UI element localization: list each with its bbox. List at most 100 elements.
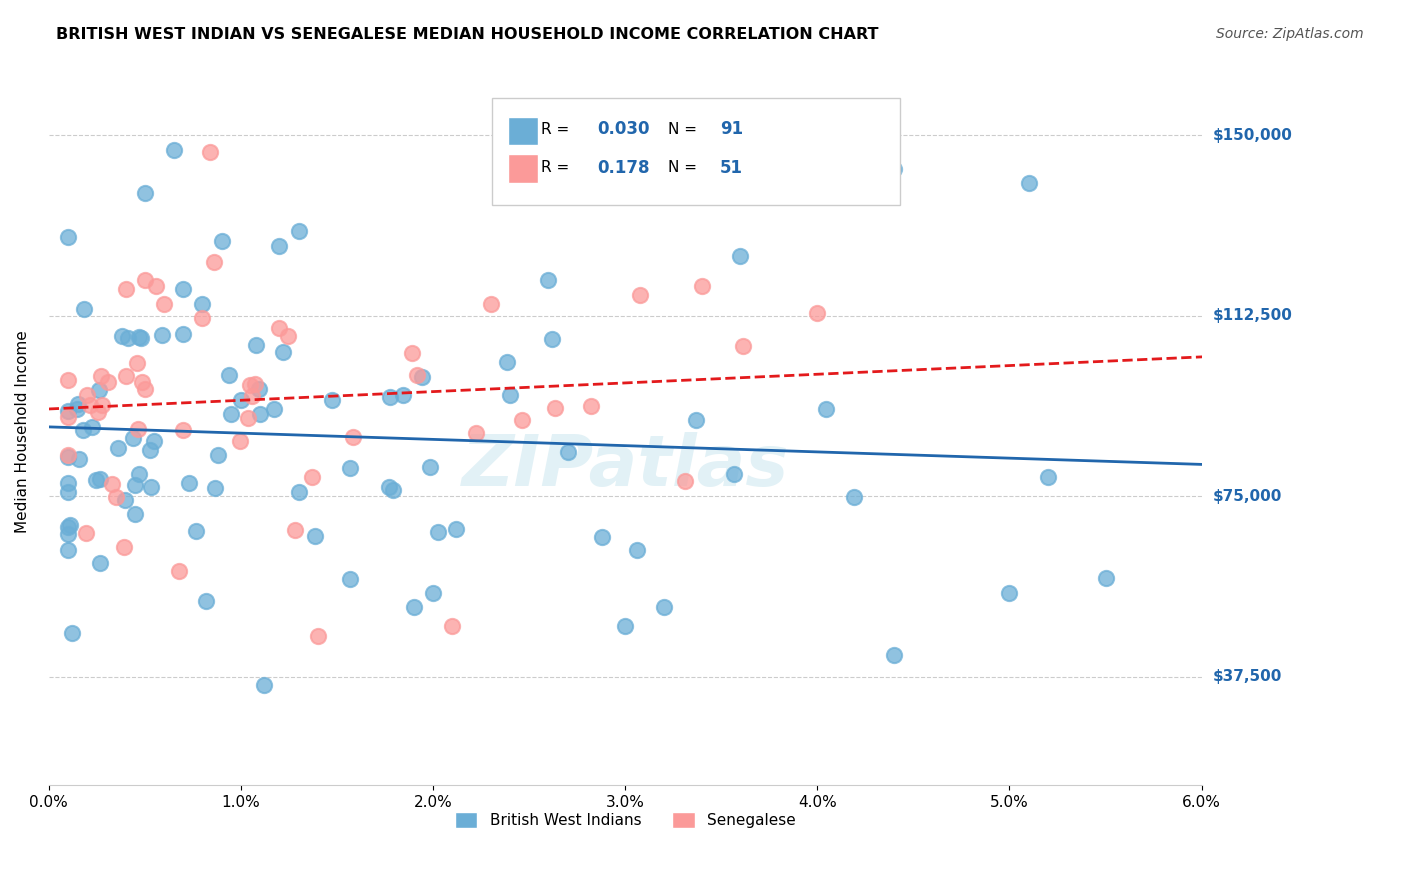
Point <box>167 564 190 578</box>
Point <box>121 431 143 445</box>
Text: ZIPatlas: ZIPatlas <box>461 432 789 501</box>
Text: 0.030: 0.030 <box>598 120 650 138</box>
Point <box>191 311 214 326</box>
Point <box>86 405 108 419</box>
Point <box>243 377 266 392</box>
Point <box>134 272 156 286</box>
Point <box>56 520 79 534</box>
Point <box>321 393 343 408</box>
Point <box>249 408 271 422</box>
Point <box>685 413 707 427</box>
Point <box>1036 470 1059 484</box>
Point <box>128 467 150 482</box>
Point <box>56 373 79 387</box>
Text: R =: R = <box>541 122 575 136</box>
Y-axis label: Median Household Income: Median Household Income <box>15 330 30 533</box>
Text: 0.178: 0.178 <box>598 159 650 177</box>
Point <box>139 442 162 457</box>
Point <box>172 423 194 437</box>
Point <box>229 392 252 407</box>
Point <box>304 529 326 543</box>
Point <box>131 376 153 390</box>
Point <box>441 619 464 633</box>
Point <box>191 296 214 310</box>
Point <box>72 423 94 437</box>
Text: $37,500: $37,500 <box>1213 669 1282 684</box>
Point <box>626 543 648 558</box>
Point <box>75 525 97 540</box>
Point <box>557 445 579 459</box>
Point <box>153 296 176 310</box>
Point <box>179 475 201 490</box>
Point <box>56 543 79 558</box>
Text: $112,500: $112,500 <box>1213 309 1292 323</box>
Point <box>419 460 441 475</box>
Point <box>422 585 444 599</box>
Point <box>97 375 120 389</box>
Point <box>731 339 754 353</box>
Point <box>56 450 79 464</box>
Point <box>263 402 285 417</box>
Point <box>112 540 135 554</box>
Point <box>117 331 139 345</box>
Point <box>67 452 90 467</box>
Point <box>301 470 323 484</box>
Text: 91: 91 <box>720 120 742 138</box>
Point <box>339 572 361 586</box>
Point <box>271 344 294 359</box>
Point <box>245 338 267 352</box>
Point <box>89 472 111 486</box>
Point <box>378 480 401 494</box>
Point <box>579 399 602 413</box>
Point <box>510 413 533 427</box>
Point <box>150 327 173 342</box>
Point <box>79 398 101 412</box>
Point <box>204 481 226 495</box>
Point <box>723 467 745 482</box>
Point <box>339 461 361 475</box>
Point <box>124 477 146 491</box>
Point <box>67 397 90 411</box>
Point <box>163 143 186 157</box>
Text: 51: 51 <box>720 159 742 177</box>
Point <box>236 411 259 425</box>
Point <box>288 485 311 500</box>
Point <box>730 248 752 262</box>
Point <box>1018 177 1040 191</box>
Point <box>101 477 124 491</box>
Point <box>402 599 425 614</box>
Point <box>277 329 299 343</box>
Point <box>142 434 165 449</box>
Point <box>56 230 79 244</box>
Point <box>544 401 567 416</box>
Point <box>496 354 519 368</box>
Point <box>134 382 156 396</box>
Text: BRITISH WEST INDIAN VS SENEGALESE MEDIAN HOUSEHOLD INCOME CORRELATION CHART: BRITISH WEST INDIAN VS SENEGALESE MEDIAN… <box>56 27 879 42</box>
Point <box>378 390 401 404</box>
Point <box>239 378 262 392</box>
Point <box>427 525 450 540</box>
Point <box>465 425 488 440</box>
Point <box>66 402 89 417</box>
Point <box>342 429 364 443</box>
Point <box>124 507 146 521</box>
Point <box>62 625 84 640</box>
Point <box>172 327 194 342</box>
Point <box>90 369 112 384</box>
Point <box>76 388 98 402</box>
Point <box>806 306 828 320</box>
Point <box>675 474 697 488</box>
Point <box>80 420 103 434</box>
Point <box>537 272 560 286</box>
Point <box>172 282 194 296</box>
Point <box>73 302 96 317</box>
Point <box>652 599 675 614</box>
Point <box>198 145 221 159</box>
Point <box>56 404 79 418</box>
Point <box>56 410 79 425</box>
Point <box>381 483 404 497</box>
Point <box>87 383 110 397</box>
Point <box>287 225 309 239</box>
Point <box>84 473 107 487</box>
Point <box>269 239 291 253</box>
